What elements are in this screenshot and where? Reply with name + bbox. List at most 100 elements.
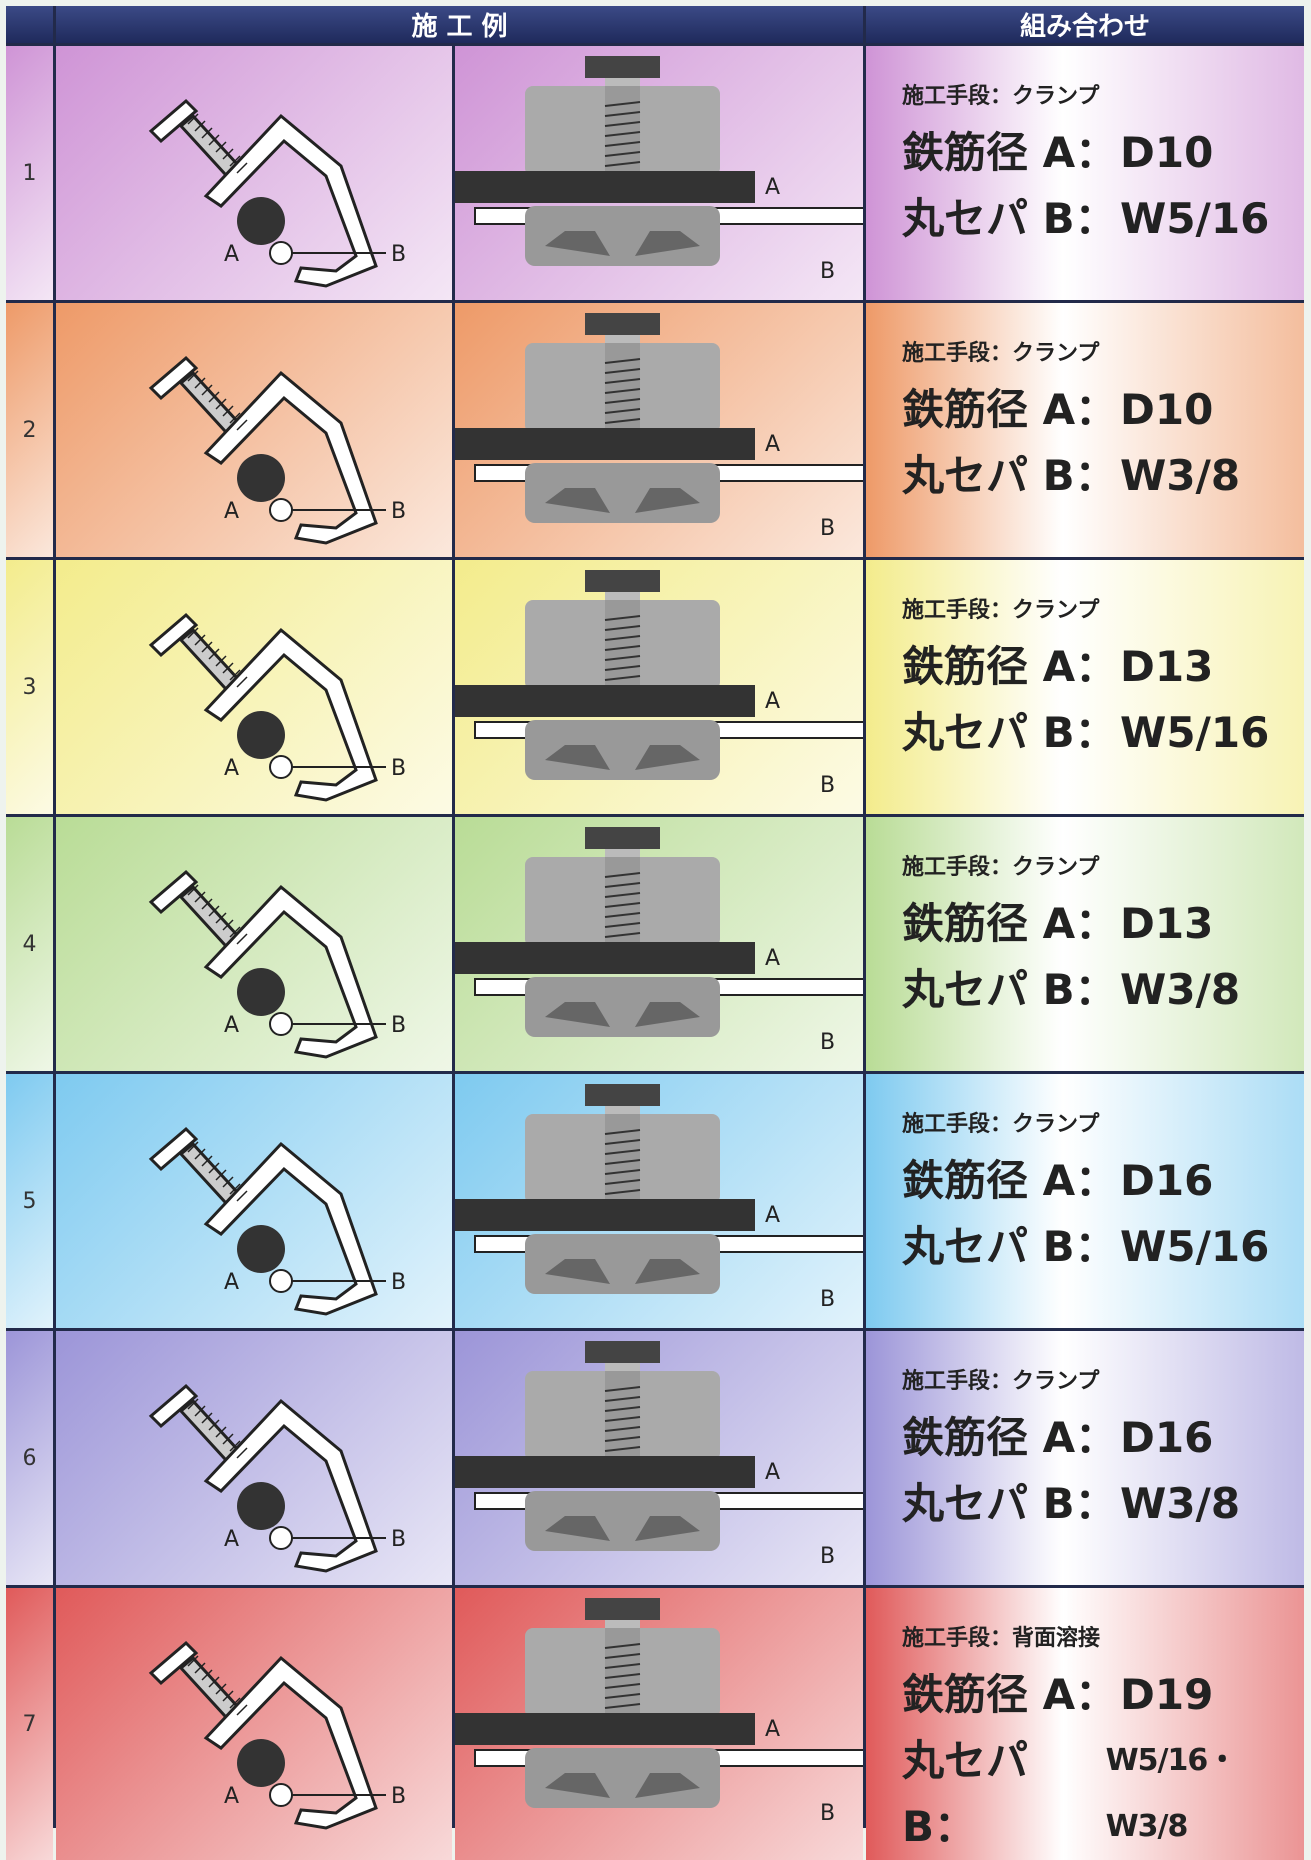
label-a: A [224,1270,239,1295]
sep-label: 丸セパ B： [902,1222,1117,1271]
section-diagram: A B [455,1331,863,1585]
section-svg: A B [455,56,863,284]
clamp-diagram: A B [56,1588,452,1860]
rebar-label: 鉄筋径 A： [902,128,1118,177]
row-number: 7 [6,1588,53,1860]
combination: 施工手段：クランプ 鉄筋径 A： D13 丸セパ B： W3/8 [866,817,1304,1071]
combination: 施工手段：クランプ 鉄筋径 A： D13 丸セパ B： W5/16 [866,560,1304,814]
label-a: A [224,499,239,524]
sep-label: 丸セパ B： [902,1736,1029,1851]
sep-value: W3/8 [1120,1479,1241,1528]
rebar-value: D16 [1120,1413,1214,1462]
row: 4 A B A B 施工手段：クランプ 鉄筋径 A： D13 丸セパ B： W3/8 [6,817,1304,1071]
section-diagram: A B [455,46,863,300]
row: 1 A B A B 施工手段：クランプ 鉄筋径 A： D10 丸セパ B： W5/1… [6,46,1304,300]
rebar-value: D13 [1120,899,1214,948]
clamp-svg: A B [148,612,406,802]
label-a: A [224,242,239,267]
label-b: B [820,1544,835,1569]
rebar-label: 鉄筋径 A： [902,385,1118,434]
label-a: A [224,1013,239,1038]
rebar-line: 鉄筋径 A： D13 [902,634,1304,700]
label-b: B [391,242,406,267]
section-svg: A B [455,827,863,1055]
sep-value: W3/8 [1120,451,1241,500]
sep-line: 丸セパ B： W3/8 [902,1471,1304,1537]
label-b: B [820,1801,835,1826]
row-number: 6 [6,1331,53,1585]
rebar-value: D16 [1120,1156,1214,1205]
combination: 施工手段：クランプ 鉄筋径 A： D16 丸セパ B： W5/16 [866,1074,1304,1328]
rebar-line: 鉄筋径 A： D19 [902,1662,1304,1728]
sep-label: 丸セパ B： [902,1479,1117,1528]
row-number: 4 [6,817,53,1071]
sep-label: 丸セパ B： [902,708,1117,757]
header-example: 施 工 例 [56,6,863,43]
clamp-svg: A B [148,1640,406,1830]
clamp-diagram: A B [56,560,452,814]
rebar-value: D10 [1120,385,1214,434]
row-number: 3 [6,560,53,814]
clamp-svg: A B [148,355,406,545]
sep-value: W5/16 [1120,1222,1270,1271]
label-a: A [224,1784,239,1809]
rebar-label: 鉄筋径 A： [902,642,1118,691]
method: 施工手段：クランプ [902,855,1100,880]
section-svg: A B [455,1598,863,1826]
label-a: A [765,689,780,714]
method: 施工手段：クランプ [902,1369,1100,1394]
header-combination: 組み合わせ [866,6,1304,43]
sep-line: 丸セパ B： W3/8 [902,957,1304,1023]
clamp-diagram: A B [56,1331,452,1585]
label-b: B [391,756,406,781]
label-b: B [391,1527,406,1552]
sep-value: W3/8 [1120,965,1241,1014]
section-diagram: A B [455,560,863,814]
clamp-svg: A B [148,98,406,288]
label-a: A [765,1203,780,1228]
sep-value: W5/16 [1120,194,1270,243]
label-a: A [224,756,239,781]
rebar-label: 鉄筋径 A： [902,1156,1118,1205]
section-svg: A B [455,313,863,541]
label-b: B [820,259,835,284]
label-a: A [765,175,780,200]
sep-label: 丸セパ B： [902,194,1117,243]
rebar-value: D10 [1120,128,1214,177]
sep-line: 丸セパ B： W5/16 [902,700,1304,766]
row: 2 A B A B 施工手段：クランプ 鉄筋径 A： D10 丸セパ B： W3/8 [6,303,1304,557]
method: 施工手段：クランプ [902,1112,1100,1137]
sep-line: 丸セパ B： W5/16・W3/8 [902,1728,1304,1860]
row: 5 A B A B 施工手段：クランプ 鉄筋径 A： D16 丸セパ B： W5/1… [6,1074,1304,1328]
section-svg: A B [455,1341,863,1569]
label-a: A [765,946,780,971]
rebar-value: D19 [1120,1670,1214,1719]
clamp-diagram: A B [56,817,452,1071]
sep-label: 丸セパ B： [902,451,1117,500]
sep-line: 丸セパ B： W5/16 [902,186,1304,252]
rebar-label: 鉄筋径 A： [902,899,1118,948]
combination: 施工手段：クランプ 鉄筋径 A： D10 丸セパ B： W3/8 [866,303,1304,557]
rebar-line: 鉄筋径 A： D16 [902,1405,1304,1471]
row: 7 A B A B 施工手段：背面溶接 鉄筋径 A： D19 丸セパ B： W5/1… [6,1588,1304,1860]
section-svg: A B [455,1084,863,1312]
table-header: 施 工 例 組み合わせ [6,6,1304,43]
label-b: B [391,499,406,524]
label-a: A [765,432,780,457]
sep-line: 丸セパ B： W3/8 [902,443,1304,509]
sep-value: W5/16・W3/8 [1105,1743,1238,1844]
sep-line: 丸セパ B： W5/16 [902,1214,1304,1280]
rebar-line: 鉄筋径 A： D16 [902,1148,1304,1214]
clamp-diagram: A B [56,303,452,557]
label-b: B [391,1784,406,1809]
label-b: B [820,1287,835,1312]
clamp-diagram: A B [56,1074,452,1328]
rebar-label: 鉄筋径 A： [902,1670,1118,1719]
rebar-line: 鉄筋径 A： D10 [902,377,1304,443]
clamp-svg: A B [148,869,406,1059]
clamp-svg: A B [148,1383,406,1573]
rebar-line: 鉄筋径 A： D10 [902,120,1304,186]
spec-table: 施 工 例 組み合わせ 1 A B A B 施工手段：クランプ 鉄筋径 A： D1… [6,6,1304,1860]
combination: 施工手段：背面溶接 鉄筋径 A： D19 丸セパ B： W5/16・W3/8 [866,1588,1304,1860]
rebar-label: 鉄筋径 A： [902,1413,1118,1462]
